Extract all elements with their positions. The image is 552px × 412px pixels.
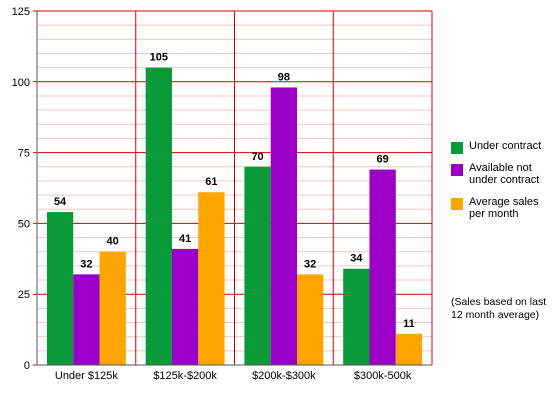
value-labels: 54 32 40 105 41 61 70 98 32 34 69 11 [54, 52, 415, 330]
bar [270, 87, 298, 366]
bar [244, 166, 271, 365]
y-tick-label: 100 [12, 77, 30, 89]
y-tick-label: 125 [12, 6, 30, 18]
data-label: 105 [150, 52, 168, 64]
chart-annotation: (Sales based on last 12 month average) [451, 296, 547, 321]
data-label: 41 [179, 233, 191, 245]
data-label: 98 [278, 71, 290, 83]
data-label: 11 [403, 318, 415, 330]
x-tick-label: Under $125k [55, 370, 118, 382]
x-tick-label: $300k-500k [354, 370, 412, 382]
bar [145, 67, 172, 365]
data-label: 34 [350, 253, 363, 265]
bar [395, 333, 423, 365]
data-label: 69 [377, 154, 389, 166]
axes [36, 11, 432, 366]
bar [46, 212, 74, 365]
legend-label: Available not under contract [469, 162, 540, 186]
data-label: 40 [107, 236, 119, 248]
bars [46, 67, 423, 366]
bar [171, 248, 199, 365]
data-label: 61 [205, 176, 217, 188]
y-tick-label: 0 [24, 360, 30, 372]
y-tick-label: 25 [18, 289, 30, 301]
y-tick-label: 75 [18, 148, 30, 160]
legend: Under contract Available not under contra… [451, 140, 552, 230]
legend-label: Under contract [469, 140, 542, 152]
legend-item: Available not under contract [451, 162, 552, 186]
x-tick-label: $125k-$200k [153, 370, 217, 382]
x-tick-label: $200k-$300k [252, 370, 316, 382]
data-label: 54 [54, 196, 67, 208]
data-label: 70 [251, 151, 263, 163]
bar [73, 274, 100, 365]
bar [369, 169, 396, 365]
data-label: 32 [304, 258, 316, 270]
bar [297, 274, 324, 365]
bar [343, 268, 370, 365]
bar [99, 251, 126, 365]
legend-label: Average sales per month [469, 196, 539, 220]
data-label: 32 [80, 258, 92, 270]
y-tick-label: 50 [18, 218, 30, 230]
legend-swatch [451, 198, 463, 210]
legend-item: Under contract [451, 140, 552, 154]
legend-item: Average sales per month [451, 196, 552, 220]
legend-swatch [451, 164, 463, 176]
x-axis-category-labels: Under $125k $125k-$200k $200k-$300k $300k-5… [55, 370, 412, 382]
bar [198, 192, 225, 365]
legend-swatch [451, 142, 463, 154]
y-axis-tick-labels: 0 25 50 75 100 125 [12, 6, 30, 372]
